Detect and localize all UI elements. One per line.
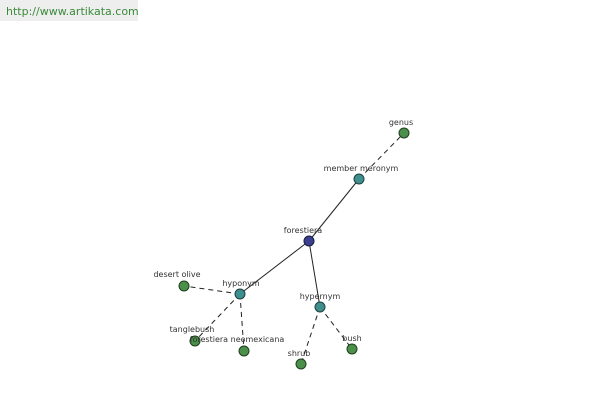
edge bbox=[183, 285, 241, 295]
node-label: member meronym bbox=[324, 164, 399, 173]
node[interactable] bbox=[295, 358, 307, 370]
node[interactable] bbox=[398, 127, 410, 139]
edge bbox=[194, 293, 241, 342]
node[interactable] bbox=[303, 235, 315, 247]
node-label: forestiera bbox=[284, 226, 322, 235]
node[interactable] bbox=[189, 335, 201, 347]
node-label: desert olive bbox=[153, 270, 200, 279]
node-label: tanglebush bbox=[170, 325, 215, 334]
node-label: genus bbox=[389, 118, 413, 127]
edge bbox=[308, 178, 360, 242]
node-label: bush bbox=[342, 334, 361, 343]
node[interactable] bbox=[346, 343, 358, 355]
edge bbox=[239, 293, 245, 352]
url-bar bbox=[0, 0, 138, 21]
edge bbox=[358, 132, 405, 180]
node[interactable] bbox=[238, 345, 250, 357]
edge bbox=[300, 306, 321, 365]
url[interactable]: http://www.artikata.com bbox=[6, 5, 139, 18]
edge bbox=[239, 240, 310, 295]
node-label: hyponym bbox=[222, 279, 260, 288]
node[interactable] bbox=[178, 280, 190, 292]
node[interactable] bbox=[314, 301, 326, 313]
node-label: forestiera neomexicana bbox=[190, 335, 285, 344]
node-label: hypernym bbox=[300, 292, 341, 301]
node[interactable] bbox=[234, 288, 246, 300]
node-label: shrub bbox=[288, 349, 311, 358]
node[interactable] bbox=[353, 173, 365, 185]
edge bbox=[308, 240, 321, 308]
